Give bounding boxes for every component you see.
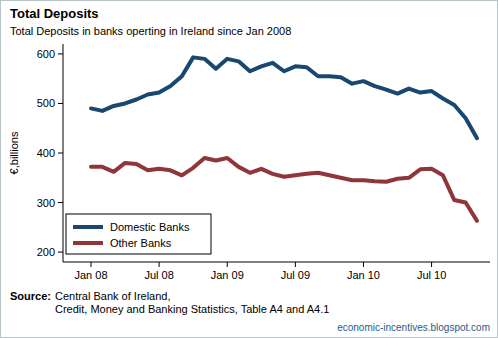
y-tick-label: 500	[37, 97, 55, 109]
legend-box	[66, 214, 211, 254]
y-tick-label: 400	[37, 147, 55, 159]
y-tick-label: 200	[37, 246, 55, 258]
legend-label: Domestic Banks	[110, 221, 190, 233]
y-tick	[58, 153, 63, 154]
series-line	[91, 158, 477, 221]
x-tick	[91, 262, 92, 267]
y-tick	[58, 53, 63, 54]
x-tick-label: Jan 10	[347, 269, 380, 281]
series-line	[91, 57, 477, 138]
legend-label: Other Banks	[110, 237, 172, 249]
source-text: Central Bank of Ireland,	[55, 290, 171, 302]
legend: Domestic Banks Other Banks	[66, 214, 211, 254]
x-axis	[63, 262, 490, 263]
x-tick	[363, 262, 364, 267]
x-tick	[431, 262, 432, 267]
chart: Total Deposits Total Deposits in banks op…	[0, 0, 498, 338]
y-tick-label: 300	[37, 197, 55, 209]
source-label: Source:	[10, 290, 51, 302]
footer: economic-incentives.blogspot.com	[337, 322, 490, 333]
title: Total Deposits	[10, 6, 99, 21]
x-tick-label: Jan 08	[74, 269, 107, 281]
x-tick-label: Jul 09	[281, 269, 310, 281]
y-tick-label: 600	[37, 48, 55, 60]
x-tick	[159, 262, 160, 267]
legend-swatch	[73, 225, 103, 229]
x-tick-label: Jul 10	[417, 269, 446, 281]
x-tick-label: Jan 09	[211, 269, 244, 281]
x-tick	[227, 262, 228, 267]
plot-area	[91, 57, 477, 221]
y-axis-label: €,billions	[8, 131, 20, 174]
background	[1, 1, 498, 338]
x-tick-label: Jul 08	[144, 269, 173, 281]
y-tick	[58, 252, 63, 253]
y-tick	[58, 103, 63, 104]
x-tick	[295, 262, 296, 267]
y-tick	[58, 202, 63, 203]
subtitle: Total Deposits in banks operting in Irel…	[10, 25, 291, 37]
source-text: Credit, Money and Banking Statistics, Ta…	[55, 303, 329, 315]
legend-swatch	[73, 241, 103, 245]
